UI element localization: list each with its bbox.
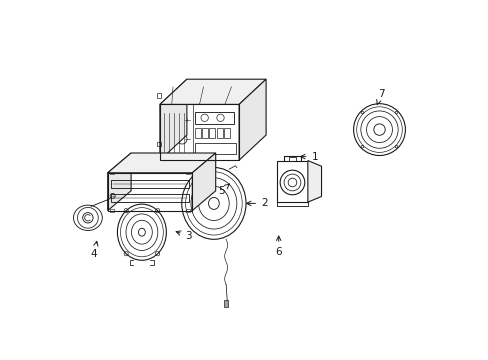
Text: 3: 3	[176, 231, 192, 241]
Bar	[194, 112, 234, 124]
Bar	[224, 300, 228, 307]
Text: 4: 4	[90, 241, 98, 259]
Bar	[224, 128, 230, 138]
Bar	[186, 209, 189, 212]
Bar	[277, 161, 307, 202]
Polygon shape	[192, 153, 215, 211]
Bar	[186, 171, 189, 174]
Bar	[110, 209, 114, 212]
Text: 2: 2	[246, 198, 267, 208]
Bar	[111, 194, 188, 202]
Polygon shape	[160, 79, 265, 104]
Bar	[110, 171, 114, 174]
Text: 5: 5	[217, 184, 229, 196]
Bar	[111, 180, 188, 188]
Bar	[157, 142, 161, 146]
Text: 1: 1	[300, 152, 317, 162]
Polygon shape	[160, 79, 186, 160]
Bar	[216, 128, 223, 138]
Bar	[209, 128, 215, 138]
Text: 7: 7	[376, 89, 384, 104]
Bar	[194, 143, 235, 153]
Bar	[288, 157, 295, 161]
Text: 6: 6	[275, 236, 282, 257]
Polygon shape	[107, 153, 215, 173]
Bar	[194, 128, 200, 138]
Polygon shape	[107, 153, 131, 211]
Polygon shape	[307, 161, 321, 202]
Bar	[202, 128, 207, 138]
Bar	[157, 93, 161, 98]
Polygon shape	[239, 79, 265, 160]
